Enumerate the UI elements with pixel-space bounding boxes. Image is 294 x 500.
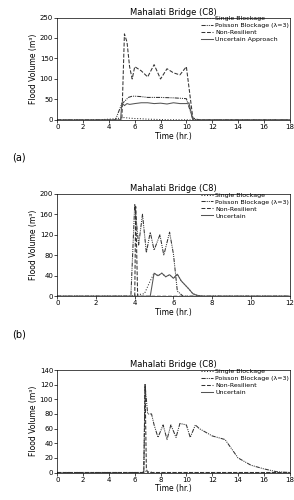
Y-axis label: Flood Volume (m³): Flood Volume (m³) [29, 34, 38, 104]
Text: (b): (b) [12, 329, 26, 339]
Y-axis label: Flood Volume (m³): Flood Volume (m³) [29, 386, 38, 456]
X-axis label: Time (hr.): Time (hr.) [155, 484, 192, 493]
Legend: Single Blockage, Poisson Blockage (λ=3), Non-Resilient, Uncertain Approach: Single Blockage, Poisson Blockage (λ=3),… [200, 16, 290, 43]
Text: (a): (a) [12, 153, 26, 163]
Y-axis label: Flood Volume (m³): Flood Volume (m³) [29, 210, 38, 280]
Title: Mahalati Bridge (C8): Mahalati Bridge (C8) [130, 360, 217, 369]
Legend: Single Blockage, Poisson Blockage (λ=3), Non-Resilient, Uncertain: Single Blockage, Poisson Blockage (λ=3),… [200, 192, 290, 219]
Legend: Single Blockage, Poisson Blockage (λ=3), Non-Resilient, Uncertain: Single Blockage, Poisson Blockage (λ=3),… [200, 368, 290, 396]
X-axis label: Time (hr.): Time (hr.) [155, 132, 192, 140]
Title: Mahalati Bridge (C8): Mahalati Bridge (C8) [130, 8, 217, 16]
X-axis label: Time (hr.): Time (hr.) [155, 308, 192, 317]
Title: Mahalati Bridge (C8): Mahalati Bridge (C8) [130, 184, 217, 193]
